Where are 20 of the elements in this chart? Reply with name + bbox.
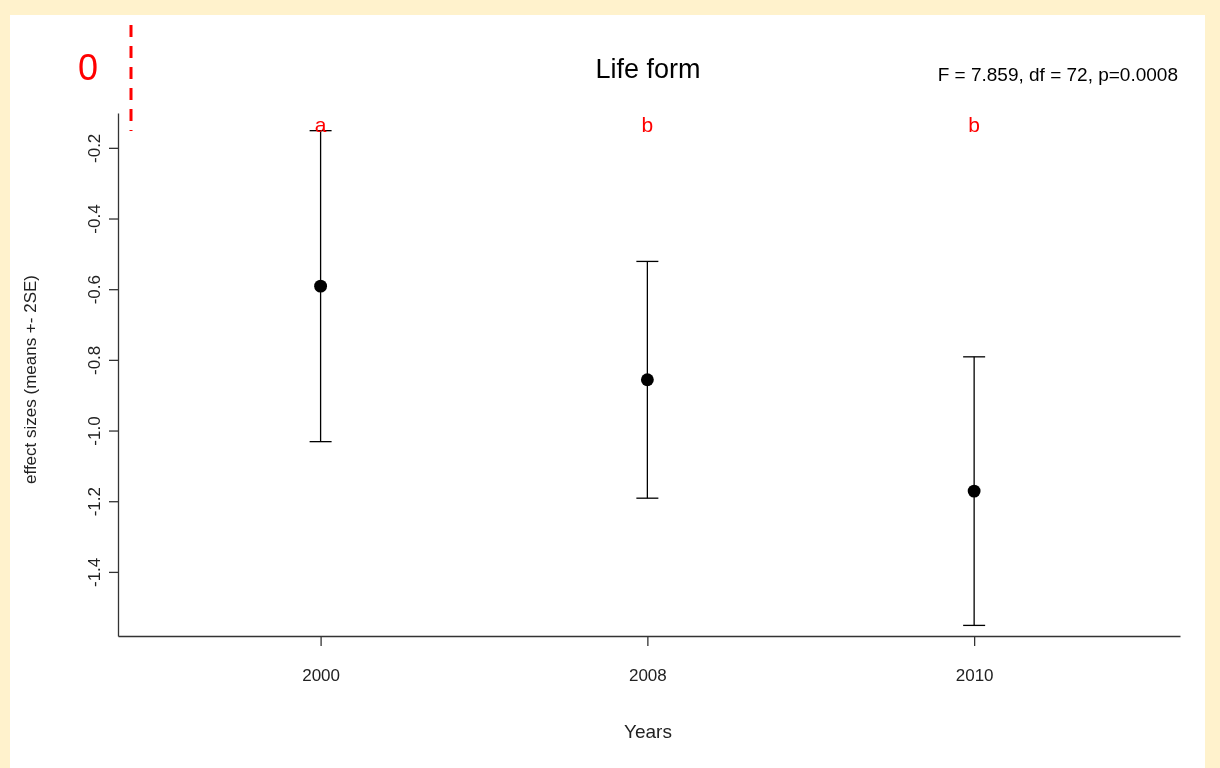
annotation: b [641, 113, 654, 137]
x-tick-label: 2008 [628, 666, 667, 686]
y-tick-label: -0.2 [84, 133, 104, 163]
x-tick-label: 2000 [302, 666, 341, 686]
y-tick-label: -1.4 [84, 557, 104, 588]
point [967, 484, 981, 498]
annotation: b [968, 113, 980, 137]
x-axis-title: Years [624, 721, 672, 742]
y-tick-label: -0.8 [84, 345, 104, 376]
point [314, 279, 328, 293]
text: 0 [77, 47, 99, 88]
chart-title: Life form [595, 54, 701, 84]
y-tick-label: -1.2 [84, 487, 104, 517]
y-tick-label: -0.4 [84, 204, 104, 234]
y-tick-label: -1.0 [84, 416, 104, 446]
point [640, 373, 654, 387]
y-tick-label: -0.6 [84, 275, 104, 305]
y-axis-title: effect sizes (means +- 2SE) [21, 275, 40, 484]
text: F = 7.859, df = 72, p=0.0008 [937, 64, 1178, 85]
x-tick-label: 2010 [955, 666, 994, 686]
